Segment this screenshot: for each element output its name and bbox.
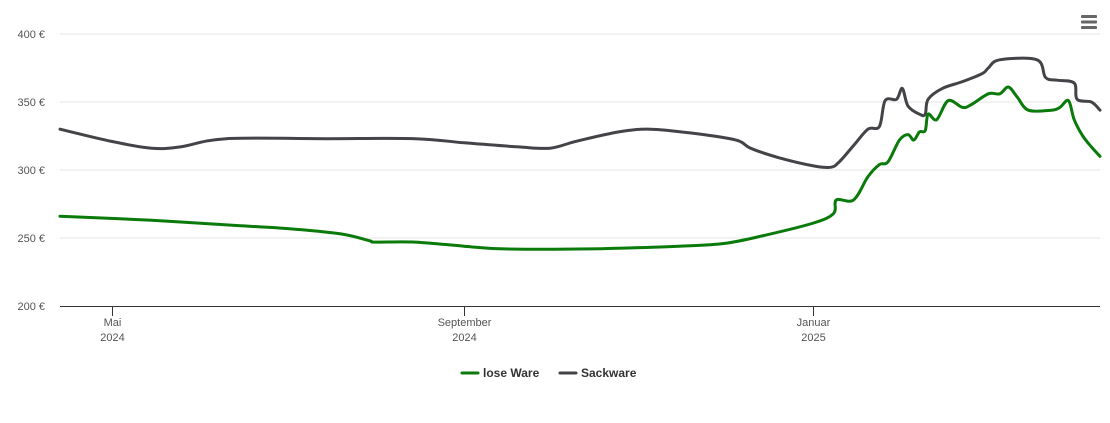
x-tick-year-label: 2024 [100,332,124,344]
y-tick-label: 300 € [17,165,45,177]
y-axis: 200 € 250 € 300 € 350 € 400 € [17,29,45,313]
y-tick-label: 350 € [17,97,45,109]
x-tick-year-label: 2025 [801,332,825,344]
hamburger-menu-icon [1081,15,1097,29]
x-tick-label: Januar [797,317,831,329]
chart-menu-button[interactable] [1078,12,1100,32]
legend-label: Sackware [581,366,637,380]
legend-item[interactable]: Sackware [558,366,637,380]
gridlines [60,33,1100,239]
y-tick-label: 250 € [17,233,45,245]
legend-item[interactable]: lose Ware [460,366,540,380]
y-tick-label: 400 € [17,29,45,41]
x-tick-label: September [438,317,492,329]
legend[interactable]: lose Ware Sackware [460,366,637,380]
x-axis: Mai 2024 September 2024 Januar 2025 [60,306,1100,344]
x-tick-label: Mai [104,317,122,329]
plot-area [58,56,1102,251]
series-line-0 [58,85,1102,251]
legend-label: lose Ware [483,366,540,380]
x-tick-year-label: 2024 [452,332,476,344]
series-line-1 [58,56,1102,170]
y-tick-label: 200 € [17,301,45,313]
